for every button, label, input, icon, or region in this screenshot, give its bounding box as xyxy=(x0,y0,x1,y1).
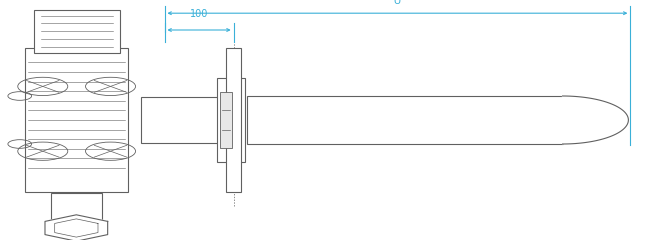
Text: 100: 100 xyxy=(190,9,208,19)
Polygon shape xyxy=(34,10,120,53)
Polygon shape xyxy=(51,193,102,230)
Polygon shape xyxy=(226,48,241,192)
Polygon shape xyxy=(563,96,628,144)
Polygon shape xyxy=(45,215,108,240)
Polygon shape xyxy=(25,48,128,192)
Polygon shape xyxy=(247,96,563,144)
Polygon shape xyxy=(220,92,232,148)
Text: "U": "U" xyxy=(389,0,406,6)
Polygon shape xyxy=(217,78,245,162)
Polygon shape xyxy=(141,97,219,143)
